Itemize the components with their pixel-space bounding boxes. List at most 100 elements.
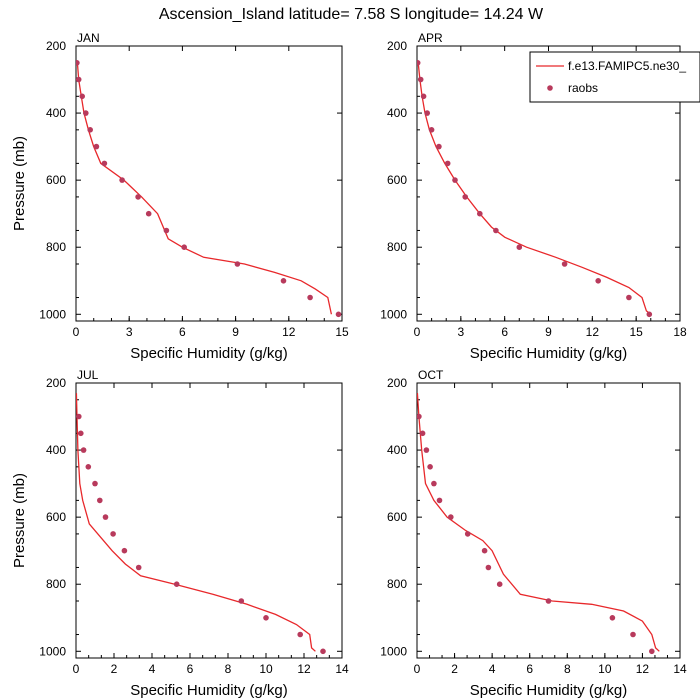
- raobs-point: [444, 160, 451, 167]
- legend: f.e13.FAMIPC5.ne30_raobs: [529, 51, 700, 103]
- raobs-point: [649, 648, 655, 655]
- raobs-point: [448, 514, 454, 520]
- raobs-point: [76, 60, 80, 66]
- raobs-point: [595, 278, 601, 284]
- y-tick-label: 400: [387, 443, 407, 457]
- raobs-point: [417, 413, 422, 420]
- x-tick-label: 12: [636, 662, 650, 676]
- raobs-point: [163, 227, 170, 234]
- raobs-point: [80, 447, 87, 453]
- data-layer: [417, 60, 653, 318]
- data-layer: [76, 393, 326, 655]
- model-profile-line: [76, 393, 316, 652]
- y-tick-label: 200: [387, 376, 407, 390]
- raobs-point: [97, 497, 103, 504]
- x-tick-label: 12: [282, 325, 296, 339]
- raobs-point: [516, 244, 523, 250]
- raobs-point: [485, 564, 492, 571]
- raobs-point: [83, 110, 89, 116]
- raobs-point: [496, 581, 503, 587]
- y-tick-label: 800: [46, 577, 66, 591]
- raobs-point: [481, 547, 488, 554]
- x-tick-label: 3: [126, 325, 133, 339]
- y-tick-label: 800: [387, 577, 407, 591]
- y-tick-label: 600: [387, 510, 407, 524]
- raobs-point: [101, 160, 108, 167]
- raobs-point: [93, 143, 100, 150]
- x-tick-label: 14: [335, 662, 349, 676]
- plot-frame: [416, 382, 681, 659]
- raobs-point: [609, 615, 616, 621]
- panel-label: JAN: [77, 31, 100, 45]
- raobs-point: [119, 177, 125, 183]
- plot-frame: [75, 382, 343, 659]
- x-axis-title: Specific Humidity (g/kg): [470, 682, 628, 699]
- panel-label: OCT: [418, 368, 444, 382]
- legend-dot-swatch: [547, 85, 553, 91]
- x-tick-label: 0: [414, 325, 421, 339]
- raobs-point: [87, 127, 93, 133]
- x-tick-label: 9: [545, 325, 552, 339]
- y-tick-label: 600: [46, 510, 66, 524]
- x-tick-label: 6: [501, 325, 508, 339]
- y-tick-label: 400: [387, 106, 407, 120]
- raobs-point: [78, 430, 84, 437]
- raobs-point: [135, 564, 142, 571]
- x-tick-label: 14: [673, 662, 687, 676]
- raobs-point: [76, 76, 82, 83]
- panel-label: APR: [418, 31, 443, 45]
- raobs-point: [307, 294, 313, 301]
- raobs-point: [436, 497, 443, 504]
- raobs-point: [173, 581, 180, 587]
- raobs-point: [419, 430, 426, 437]
- raobs-point: [630, 631, 636, 638]
- legend-obs-label: raobs: [568, 81, 598, 95]
- x-tick-label: 15: [629, 325, 643, 339]
- model-profile-line: [417, 393, 660, 652]
- raobs-point: [110, 531, 116, 537]
- x-tick-label: 6: [187, 662, 194, 676]
- raobs-point: [92, 480, 98, 487]
- y-tick-label: 200: [387, 39, 407, 53]
- legend-model-label: f.e13.FAMIPC5.ne30_: [568, 59, 686, 73]
- raobs-point: [493, 227, 499, 234]
- main-title: Ascension_Island latitude= 7.58 S longit…: [159, 6, 544, 23]
- raobs-point: [263, 615, 269, 621]
- x-tick-label: 2: [111, 662, 118, 676]
- y-tick-label: 800: [387, 240, 407, 254]
- y-tick-label: 800: [46, 240, 66, 254]
- raobs-point: [545, 598, 552, 604]
- raobs-point: [423, 447, 430, 453]
- panel-jan: JAN 0 3 6 9 12 15 200 400 600 800 1000 Specific Humi…: [11, 31, 349, 362]
- x-tick-label: 3: [457, 325, 464, 339]
- raobs-point: [646, 311, 653, 318]
- raobs-point: [436, 143, 442, 150]
- raobs-point: [417, 60, 421, 66]
- panel-oct: OCT 0 2 4 6 8 10 12 14 200 400 600 800 1000 Specific H…: [380, 368, 687, 699]
- x-tick-label: 0: [73, 662, 80, 676]
- raobs-point: [420, 93, 427, 100]
- panel-apr: APR 0 3 6 9 12 15 18 200 400 600 800 1000 Specific Hu…: [380, 31, 700, 362]
- panel-label: JUL: [77, 368, 99, 382]
- x-tick-label: 8: [564, 662, 571, 676]
- raobs-point: [121, 547, 128, 554]
- x-tick-label: 18: [673, 325, 687, 339]
- y-tick-label: 600: [387, 173, 407, 187]
- raobs-point: [335, 311, 342, 318]
- y-tick-label: 1000: [39, 307, 66, 321]
- x-tick-label: 0: [73, 325, 80, 339]
- y-tick-label: 1000: [380, 644, 407, 658]
- x-tick-label: 4: [149, 662, 156, 676]
- x-axis-title: Specific Humidity (g/kg): [130, 682, 288, 699]
- raobs-point: [145, 210, 152, 217]
- y-tick-label: 400: [46, 106, 66, 120]
- raobs-point: [181, 244, 187, 250]
- x-tick-label: 9: [232, 325, 239, 339]
- y-tick-label: 1000: [380, 307, 407, 321]
- raobs-point: [464, 531, 471, 537]
- y-tick-label: 1000: [39, 644, 66, 658]
- x-tick-label: 4: [489, 662, 496, 676]
- y-axis-title: Pressure (mb): [11, 136, 28, 231]
